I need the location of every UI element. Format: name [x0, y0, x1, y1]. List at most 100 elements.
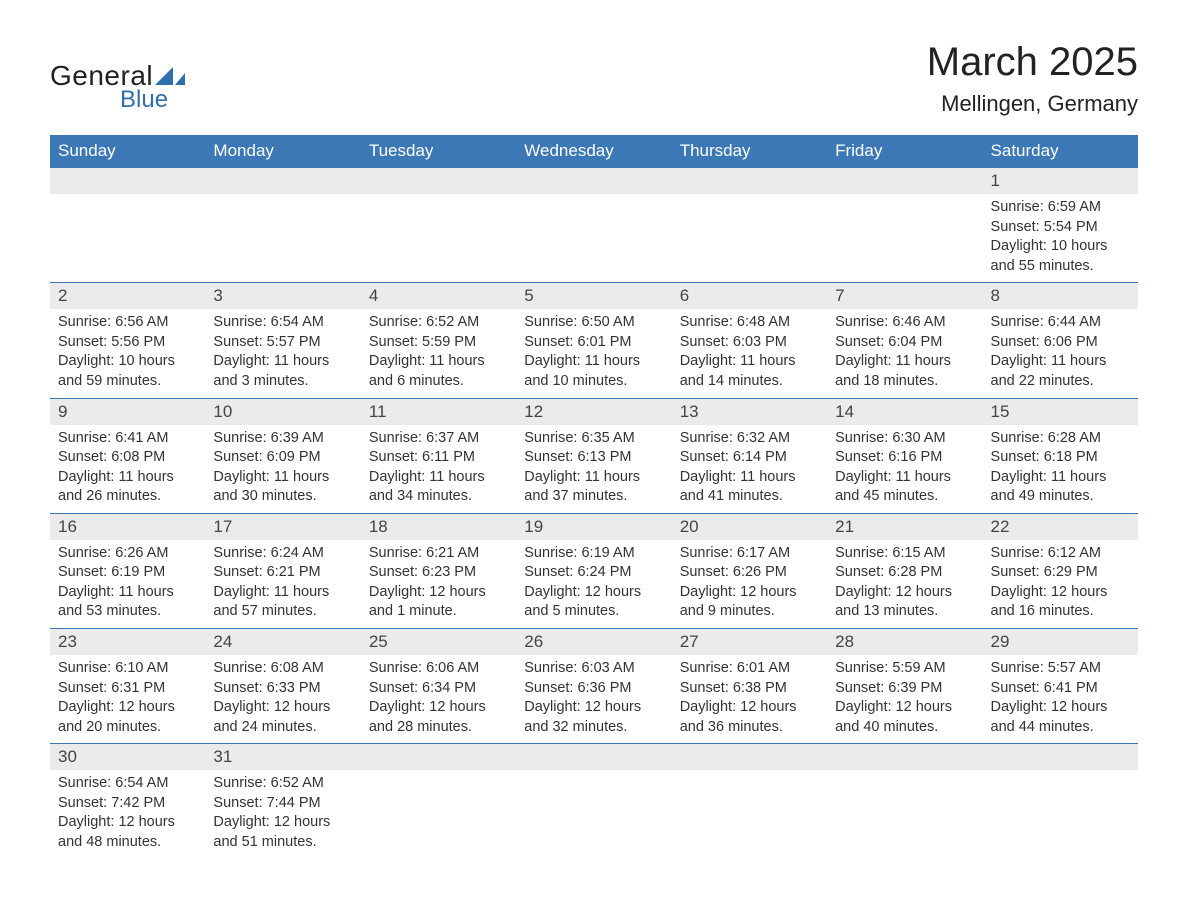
- daylight-line: Daylight: 12 hours and 48 minutes.: [58, 813, 197, 852]
- day-body: Sunrise: 6:54 AMSunset: 5:57 PMDaylight:…: [205, 309, 360, 397]
- day-cell: [516, 168, 671, 283]
- month-title: March 2025: [927, 40, 1138, 85]
- sunrise-line: Sunrise: 6:03 AM: [524, 659, 663, 679]
- day-cell: 26Sunrise: 6:03 AMSunset: 6:36 PMDayligh…: [516, 629, 671, 744]
- day-body: [516, 770, 671, 790]
- day-number: 9: [50, 399, 205, 425]
- sunset-line: Sunset: 6:21 PM: [213, 563, 352, 583]
- day-body: Sunrise: 6:52 AMSunset: 7:44 PMDaylight:…: [205, 770, 360, 858]
- daylight-line: Daylight: 11 hours and 34 minutes.: [369, 468, 508, 507]
- day-number: 15: [983, 399, 1138, 425]
- day-cell: 5Sunrise: 6:50 AMSunset: 6:01 PMDaylight…: [516, 283, 671, 398]
- location: Mellingen, Germany: [927, 91, 1138, 117]
- day-cell: 15Sunrise: 6:28 AMSunset: 6:18 PMDayligh…: [983, 398, 1138, 513]
- day-number: 6: [672, 283, 827, 309]
- header: General Blue March 2025 Mellingen, Germa…: [50, 40, 1138, 117]
- sunset-line: Sunset: 6:26 PM: [680, 563, 819, 583]
- sunrise-line: Sunrise: 6:46 AM: [835, 313, 974, 333]
- day-body: Sunrise: 6:37 AMSunset: 6:11 PMDaylight:…: [361, 425, 516, 513]
- sunset-line: Sunset: 6:36 PM: [524, 679, 663, 699]
- sunrise-line: Sunrise: 6:01 AM: [680, 659, 819, 679]
- daylight-line: Daylight: 12 hours and 16 minutes.: [991, 583, 1130, 622]
- sunset-line: Sunset: 5:57 PM: [213, 333, 352, 353]
- day-header: Sunday: [50, 135, 205, 168]
- day-number: 16: [50, 514, 205, 540]
- day-cell: 24Sunrise: 6:08 AMSunset: 6:33 PMDayligh…: [205, 629, 360, 744]
- daylight-line: Daylight: 11 hours and 10 minutes.: [524, 352, 663, 391]
- day-body: Sunrise: 6:50 AMSunset: 6:01 PMDaylight:…: [516, 309, 671, 397]
- sunset-line: Sunset: 6:24 PM: [524, 563, 663, 583]
- day-cell: 10Sunrise: 6:39 AMSunset: 6:09 PMDayligh…: [205, 398, 360, 513]
- day-number: 17: [205, 514, 360, 540]
- sunset-line: Sunset: 6:08 PM: [58, 448, 197, 468]
- day-body: [516, 194, 671, 214]
- day-number: [50, 168, 205, 194]
- day-number: [516, 744, 671, 770]
- day-body: Sunrise: 6:12 AMSunset: 6:29 PMDaylight:…: [983, 540, 1138, 628]
- day-cell: 16 Sunrise: 6:26 AMSunset: 6:19 PMDayligh…: [50, 513, 205, 628]
- day-cell: [361, 168, 516, 283]
- sunset-line: Sunset: 7:44 PM: [213, 794, 352, 814]
- day-body: [50, 194, 205, 214]
- day-body: Sunrise: 6:10 AMSunset: 6:31 PMDaylight:…: [50, 655, 205, 743]
- day-cell: 7Sunrise: 6:46 AMSunset: 6:04 PMDaylight…: [827, 283, 982, 398]
- daylight-line: Daylight: 12 hours and 40 minutes.: [835, 698, 974, 737]
- sunrise-line: Sunrise: 5:59 AM: [835, 659, 974, 679]
- day-number: [205, 168, 360, 194]
- day-cell: 11Sunrise: 6:37 AMSunset: 6:11 PMDayligh…: [361, 398, 516, 513]
- daylight-line: Daylight: 12 hours and 20 minutes.: [58, 698, 197, 737]
- day-body: Sunrise: 6:41 AMSunset: 6:08 PMDaylight:…: [50, 425, 205, 513]
- day-cell: 29Sunrise: 5:57 AMSunset: 6:41 PMDayligh…: [983, 629, 1138, 744]
- day-body: Sunrise: 6:06 AMSunset: 6:34 PMDaylight:…: [361, 655, 516, 743]
- day-number: 20: [672, 514, 827, 540]
- sunrise-line: Sunrise: 6:35 AM: [524, 429, 663, 449]
- day-body: Sunrise: 6:52 AMSunset: 5:59 PMDaylight:…: [361, 309, 516, 397]
- day-body: [361, 194, 516, 214]
- sunrise-line: Sunrise: 6:26 AM: [58, 544, 197, 564]
- day-body: Sunrise: 6:21 AMSunset: 6:23 PMDaylight:…: [361, 540, 516, 628]
- day-body: Sunrise: 6:01 AMSunset: 6:38 PMDaylight:…: [672, 655, 827, 743]
- day-number: 25: [361, 629, 516, 655]
- sunset-line: Sunset: 5:54 PM: [991, 218, 1130, 238]
- daylight-line: Daylight: 12 hours and 44 minutes.: [991, 698, 1130, 737]
- day-header: Tuesday: [361, 135, 516, 168]
- sunrise-line: Sunrise: 6:54 AM: [213, 313, 352, 333]
- daylight-line: Daylight: 11 hours and 37 minutes.: [524, 468, 663, 507]
- day-body: [672, 770, 827, 790]
- sunset-line: Sunset: 6:09 PM: [213, 448, 352, 468]
- sunrise-line: Sunrise: 6:39 AM: [213, 429, 352, 449]
- day-header: Friday: [827, 135, 982, 168]
- sunset-line: Sunset: 6:03 PM: [680, 333, 819, 353]
- day-cell: 27Sunrise: 6:01 AMSunset: 6:38 PMDayligh…: [672, 629, 827, 744]
- day-cell: 3Sunrise: 6:54 AMSunset: 5:57 PMDaylight…: [205, 283, 360, 398]
- week-row: 9Sunrise: 6:41 AMSunset: 6:08 PMDaylight…: [50, 398, 1138, 513]
- sunrise-line: Sunrise: 6:52 AM: [213, 774, 352, 794]
- daylight-line: Daylight: 12 hours and 36 minutes.: [680, 698, 819, 737]
- day-number: [516, 168, 671, 194]
- daylight-line: Daylight: 12 hours and 24 minutes.: [213, 698, 352, 737]
- day-cell: 23Sunrise: 6:10 AMSunset: 6:31 PMDayligh…: [50, 629, 205, 744]
- day-number: 21: [827, 514, 982, 540]
- sunrise-line: Sunrise: 6:41 AM: [58, 429, 197, 449]
- week-row: 1Sunrise: 6:59 AMSunset: 5:54 PMDaylight…: [50, 168, 1138, 283]
- daylight-line: Daylight: 11 hours and 53 minutes.: [58, 583, 197, 622]
- day-number: 4: [361, 283, 516, 309]
- sunset-line: Sunset: 6:41 PM: [991, 679, 1130, 699]
- day-body: [672, 194, 827, 214]
- day-body: Sunrise: 6:35 AMSunset: 6:13 PMDaylight:…: [516, 425, 671, 513]
- day-cell: 2Sunrise: 6:56 AMSunset: 5:56 PMDaylight…: [50, 283, 205, 398]
- sunrise-line: Sunrise: 5:57 AM: [991, 659, 1130, 679]
- daylight-line: Daylight: 12 hours and 5 minutes.: [524, 583, 663, 622]
- day-body: Sunrise: 6:19 AMSunset: 6:24 PMDaylight:…: [516, 540, 671, 628]
- day-body: [205, 194, 360, 214]
- sunset-line: Sunset: 6:31 PM: [58, 679, 197, 699]
- sunset-line: Sunset: 6:19 PM: [58, 563, 197, 583]
- day-body: Sunrise: 6:39 AMSunset: 6:09 PMDaylight:…: [205, 425, 360, 513]
- day-cell: 4Sunrise: 6:52 AMSunset: 5:59 PMDaylight…: [361, 283, 516, 398]
- day-body: Sunrise: 6:03 AMSunset: 6:36 PMDaylight:…: [516, 655, 671, 743]
- day-cell: [50, 168, 205, 283]
- day-number: 7: [827, 283, 982, 309]
- sunrise-line: Sunrise: 6:52 AM: [369, 313, 508, 333]
- daylight-line: Daylight: 10 hours and 59 minutes.: [58, 352, 197, 391]
- day-body: [827, 194, 982, 214]
